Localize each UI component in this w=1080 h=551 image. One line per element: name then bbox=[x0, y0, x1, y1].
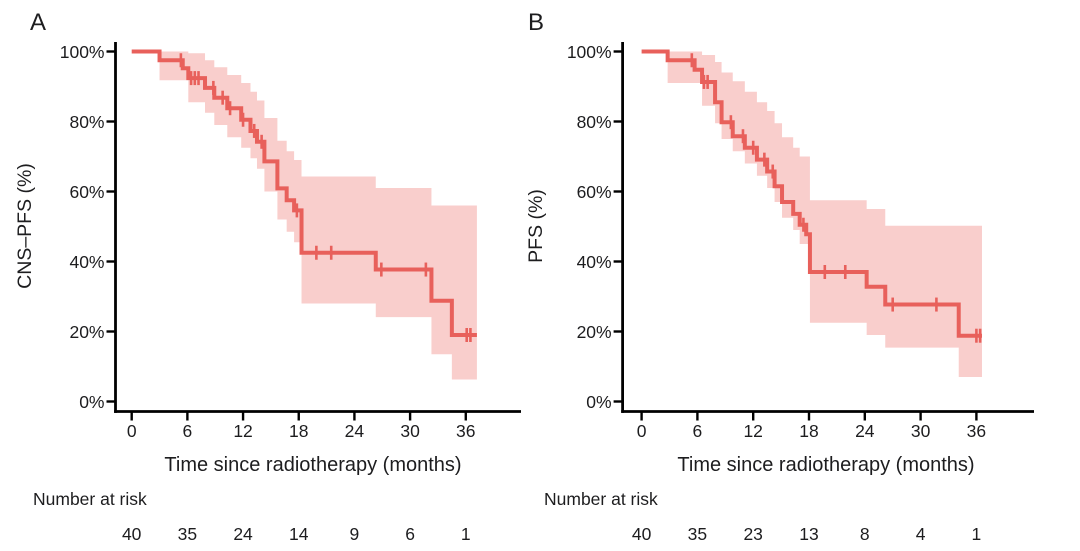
panel-a-y-tick-label: 20% bbox=[69, 321, 105, 342]
panel-b-y-tick-label: 60% bbox=[576, 181, 612, 202]
panel-b-x-tick-label: 30 bbox=[910, 421, 931, 441]
panel-a-y-axis-title: CNS–PFS (%) bbox=[14, 163, 36, 289]
panel-b-risk-count: 23 bbox=[743, 524, 763, 544]
panel-b-x-tick-label: 24 bbox=[855, 421, 875, 441]
panel-b-y-tick-label: 0% bbox=[586, 391, 612, 412]
panel-a-survival-curve bbox=[131, 49, 477, 337]
panel-b-x-tick-label: 12 bbox=[743, 421, 763, 441]
panel-a-x-tick-label: 18 bbox=[289, 421, 309, 441]
panel-a-y-tick-label: 60% bbox=[69, 181, 105, 202]
panel-b-risk-count: 1 bbox=[971, 524, 982, 544]
panel-a-risk-count: 1 bbox=[460, 524, 471, 544]
panel-a-x-tick-label: 36 bbox=[456, 421, 476, 441]
panel-a-risk-count: 9 bbox=[349, 524, 360, 544]
panel-a-y-tick-label: 40% bbox=[69, 251, 105, 272]
panel-b-letter: B bbox=[528, 9, 545, 36]
panel-a-number-at-risk-label: Number at risk bbox=[33, 489, 147, 509]
panel-a-confidence-band bbox=[159, 51, 477, 380]
panel-a-y-tick-label: 80% bbox=[69, 111, 105, 132]
panel-a-letter: A bbox=[30, 9, 47, 36]
panel-b-number-at-risk-label: Number at risk bbox=[544, 489, 658, 509]
panel-a-x-tick-label: 24 bbox=[344, 421, 365, 441]
panel-b-risk-count: 4 bbox=[915, 524, 926, 544]
panel-b-risk-count: 40 bbox=[631, 524, 652, 544]
panel-a-x-tick-label: 12 bbox=[233, 421, 253, 441]
panel-b-y-tick-label: 20% bbox=[576, 321, 612, 342]
panel-b-y-tick-label: 100% bbox=[566, 41, 612, 62]
panel-a-risk-count: 14 bbox=[289, 524, 309, 544]
panel-a-risk-count: 40 bbox=[121, 524, 142, 544]
panel-a-x-axis-title: Time since radiotherapy (months) bbox=[164, 454, 462, 476]
panel-a-x-tick-label: 30 bbox=[400, 421, 420, 441]
panel-a-risk-count: 24 bbox=[233, 524, 253, 544]
panel-b-x-tick-label: 0 bbox=[636, 421, 647, 441]
panel-a-risk-count: 6 bbox=[405, 524, 415, 544]
panel-b-x-tick-label: 6 bbox=[692, 421, 703, 441]
panel-b-x-tick-label: 36 bbox=[966, 421, 987, 441]
panel-a-y-tick-label: 0% bbox=[79, 391, 105, 412]
panel-a-x-tick-label: 0 bbox=[126, 421, 137, 441]
panel-a-x-tick-label: 6 bbox=[182, 421, 193, 441]
panel-b-y-tick-label: 80% bbox=[576, 111, 612, 132]
panel-a-risk-count: 35 bbox=[177, 524, 198, 544]
panel-b-risk-count: 35 bbox=[687, 524, 708, 544]
panel-b-x-tick-label: 18 bbox=[799, 421, 819, 441]
panel-b-y-tick-label: 40% bbox=[576, 251, 612, 272]
panel-b-risk-count: 8 bbox=[859, 524, 870, 544]
panel-b-y-axis-title: PFS (%) bbox=[525, 189, 547, 263]
panel-b-risk-count: 13 bbox=[799, 524, 819, 544]
panel-b-confidence-band bbox=[667, 51, 982, 377]
panel-a-y-tick-label: 100% bbox=[59, 41, 105, 62]
panel-b-x-axis-title: Time since radiotherapy (months) bbox=[677, 454, 975, 476]
